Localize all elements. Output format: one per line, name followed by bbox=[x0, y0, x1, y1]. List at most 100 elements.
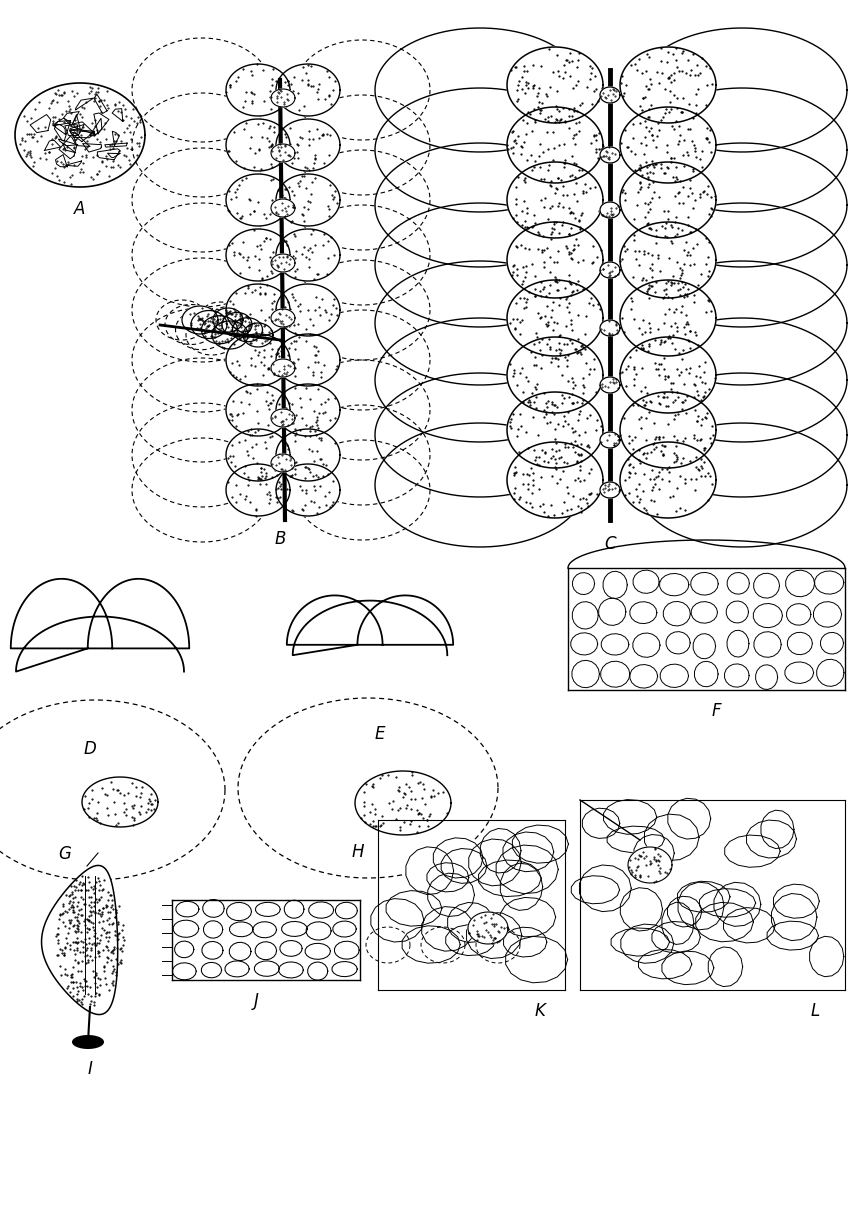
Polygon shape bbox=[611, 928, 670, 956]
Polygon shape bbox=[294, 440, 430, 540]
Polygon shape bbox=[637, 373, 847, 497]
Polygon shape bbox=[637, 143, 847, 267]
Polygon shape bbox=[72, 1035, 104, 1049]
Text: J: J bbox=[253, 992, 258, 1010]
Polygon shape bbox=[230, 922, 253, 937]
Polygon shape bbox=[271, 309, 295, 327]
Polygon shape bbox=[772, 893, 817, 940]
Polygon shape bbox=[787, 633, 813, 655]
Polygon shape bbox=[601, 661, 630, 687]
Polygon shape bbox=[226, 284, 290, 336]
Polygon shape bbox=[785, 570, 814, 597]
Polygon shape bbox=[227, 903, 252, 921]
Polygon shape bbox=[228, 317, 272, 353]
Polygon shape bbox=[600, 319, 620, 336]
Polygon shape bbox=[286, 595, 453, 655]
Polygon shape bbox=[637, 28, 847, 152]
Polygon shape bbox=[662, 903, 694, 945]
Polygon shape bbox=[271, 254, 295, 272]
Polygon shape bbox=[677, 881, 730, 912]
Polygon shape bbox=[507, 442, 603, 518]
Polygon shape bbox=[507, 338, 603, 413]
Polygon shape bbox=[445, 924, 496, 956]
Polygon shape bbox=[294, 310, 430, 410]
Polygon shape bbox=[201, 962, 222, 978]
Polygon shape bbox=[507, 47, 603, 123]
Polygon shape bbox=[336, 903, 357, 918]
Polygon shape bbox=[600, 87, 620, 103]
Text: L: L bbox=[810, 1002, 819, 1020]
Polygon shape bbox=[226, 174, 290, 226]
Polygon shape bbox=[402, 926, 460, 963]
Polygon shape bbox=[276, 334, 340, 386]
Polygon shape bbox=[678, 882, 724, 929]
Polygon shape bbox=[507, 392, 603, 468]
Polygon shape bbox=[256, 903, 280, 916]
Polygon shape bbox=[620, 442, 716, 518]
Polygon shape bbox=[506, 937, 568, 983]
Polygon shape bbox=[786, 604, 811, 626]
Polygon shape bbox=[754, 632, 781, 657]
Polygon shape bbox=[294, 405, 430, 505]
Polygon shape bbox=[746, 820, 796, 858]
Polygon shape bbox=[306, 922, 332, 940]
Polygon shape bbox=[226, 64, 290, 116]
Polygon shape bbox=[11, 578, 190, 672]
Polygon shape bbox=[700, 888, 756, 917]
Text: E: E bbox=[375, 725, 385, 743]
Polygon shape bbox=[503, 927, 547, 957]
Polygon shape bbox=[607, 826, 665, 853]
Polygon shape bbox=[276, 174, 340, 226]
Polygon shape bbox=[285, 900, 304, 918]
Polygon shape bbox=[660, 574, 688, 595]
Polygon shape bbox=[276, 430, 340, 482]
Polygon shape bbox=[691, 572, 718, 595]
Polygon shape bbox=[375, 143, 585, 267]
Polygon shape bbox=[294, 40, 430, 140]
Polygon shape bbox=[406, 847, 454, 894]
Polygon shape bbox=[503, 832, 553, 871]
Polygon shape bbox=[375, 28, 585, 152]
Polygon shape bbox=[501, 863, 542, 910]
Polygon shape bbox=[756, 664, 778, 690]
Polygon shape bbox=[507, 162, 603, 238]
Polygon shape bbox=[637, 424, 847, 547]
Polygon shape bbox=[580, 865, 632, 911]
Text: G: G bbox=[59, 845, 71, 863]
Polygon shape bbox=[694, 662, 718, 687]
Polygon shape bbox=[422, 906, 474, 951]
Polygon shape bbox=[600, 202, 620, 218]
Polygon shape bbox=[0, 701, 225, 880]
Polygon shape bbox=[253, 922, 276, 938]
Polygon shape bbox=[727, 630, 749, 657]
Text: D: D bbox=[83, 741, 96, 757]
Polygon shape bbox=[254, 961, 280, 976]
Polygon shape bbox=[725, 835, 780, 868]
Polygon shape bbox=[468, 839, 521, 886]
Polygon shape bbox=[421, 927, 465, 963]
Polygon shape bbox=[507, 106, 603, 183]
Polygon shape bbox=[714, 882, 761, 927]
Polygon shape bbox=[226, 334, 290, 386]
Polygon shape bbox=[620, 280, 716, 356]
Polygon shape bbox=[132, 38, 272, 142]
Polygon shape bbox=[294, 260, 430, 361]
Polygon shape bbox=[600, 263, 620, 278]
Polygon shape bbox=[233, 318, 263, 341]
Polygon shape bbox=[660, 664, 689, 687]
Polygon shape bbox=[271, 144, 295, 162]
Polygon shape bbox=[386, 891, 442, 926]
Polygon shape bbox=[176, 901, 199, 917]
Polygon shape bbox=[281, 922, 308, 937]
Polygon shape bbox=[294, 96, 430, 195]
Polygon shape bbox=[132, 438, 272, 542]
Polygon shape bbox=[696, 903, 753, 941]
Polygon shape bbox=[820, 633, 843, 655]
Polygon shape bbox=[201, 316, 237, 344]
Polygon shape bbox=[620, 162, 716, 238]
Polygon shape bbox=[186, 315, 238, 355]
Polygon shape bbox=[226, 430, 290, 482]
Polygon shape bbox=[305, 944, 331, 960]
Polygon shape bbox=[271, 198, 295, 217]
Polygon shape bbox=[604, 571, 627, 599]
